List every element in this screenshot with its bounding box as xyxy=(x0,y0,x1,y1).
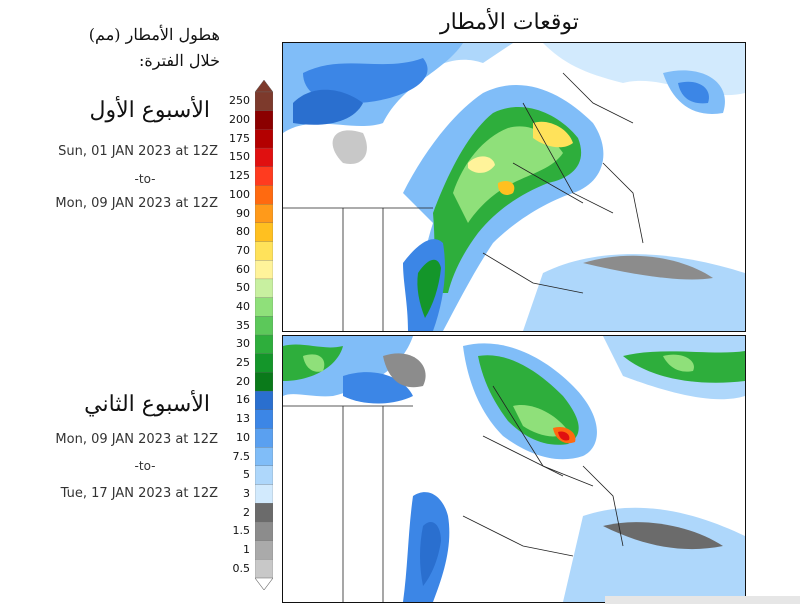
colorbar-tick-label: 60 xyxy=(236,262,250,276)
bottom-strip xyxy=(605,596,800,604)
colorbar-swatch xyxy=(255,390,273,411)
colorbar-bottom-arrow xyxy=(255,577,273,590)
colorbar-tick-label: 1.5 xyxy=(232,524,251,538)
colorbar-swatch xyxy=(255,465,273,485)
week1-start-date: Sun, 01 JAN 2023 at 12Z xyxy=(58,144,218,159)
colorbar-swatch xyxy=(255,185,273,205)
colorbar-swatch xyxy=(255,147,273,168)
colorbar-swatch xyxy=(255,204,273,224)
colorbar-swatch xyxy=(255,297,273,317)
colorbar-swatch xyxy=(255,166,273,186)
week2-start-date: Mon, 09 JAN 2023 at 12Z xyxy=(55,432,218,447)
legend-heading-line2: خلال الفترة: xyxy=(139,51,220,70)
colorbar-tick-label: 250 xyxy=(229,94,250,108)
colorbar-tick-label: 50 xyxy=(236,281,250,295)
colorbar-tick-label: 16 xyxy=(236,393,250,407)
colorbar-swatch xyxy=(255,540,273,560)
colorbar-swatch xyxy=(255,241,273,261)
colorbar-swatch xyxy=(255,278,273,299)
colorbar-swatch xyxy=(255,91,273,112)
colorbar-tick-label: 3 xyxy=(243,486,250,500)
precip-colorbar xyxy=(255,80,273,590)
colorbar-tick-label: 30 xyxy=(236,337,250,351)
colorbar-swatch xyxy=(255,503,273,523)
map-week2-graphic xyxy=(283,336,745,602)
colorbar-swatch xyxy=(255,129,273,149)
colorbar-tick-label: 125 xyxy=(229,169,250,183)
colorbar-swatch xyxy=(255,110,273,130)
colorbar-tick-label: 80 xyxy=(236,225,250,239)
colorbar-tick-label: 25 xyxy=(236,356,250,370)
colorbar-swatch xyxy=(255,316,273,336)
legend-heading-line1: هطول الأمطار (مم) xyxy=(88,25,220,44)
week2-end-date: Tue, 17 JAN 2023 at 12Z xyxy=(60,486,218,501)
week1-end-date: Mon, 09 JAN 2023 at 12Z xyxy=(55,196,218,211)
colorbar-swatch xyxy=(255,559,273,579)
colorbar-swatch xyxy=(255,409,273,429)
colorbar-tick-label: 35 xyxy=(236,318,250,332)
colorbar-swatch xyxy=(255,484,273,504)
colorbar-tick-label: 10 xyxy=(236,430,250,444)
map-week1 xyxy=(282,42,746,332)
colorbar-swatch xyxy=(255,428,273,448)
colorbar-tick-label: 150 xyxy=(229,150,250,164)
colorbar-tick-label: 40 xyxy=(236,299,250,313)
colorbar-tick-label: 2 xyxy=(243,505,250,519)
colorbar-tick-label: 70 xyxy=(236,243,250,257)
week1-title: الأسبوع الأول xyxy=(89,98,210,123)
colorbar-tick-label: 200 xyxy=(229,113,250,127)
colorbar-tick-label: 7.5 xyxy=(232,449,251,463)
page-title: توقعات الأمطار xyxy=(440,10,579,35)
colorbar-swatch xyxy=(255,447,273,467)
week1-to-label: -to- xyxy=(134,172,156,186)
colorbar-tick-label: 5 xyxy=(243,468,250,482)
colorbar-tick-label: 90 xyxy=(236,206,250,220)
colorbar-swatch xyxy=(255,222,273,242)
colorbar-swatch xyxy=(255,353,273,373)
colorbar-tick-label: 13 xyxy=(236,412,250,426)
colorbar-tick-label: 20 xyxy=(236,374,250,388)
week2-title: الأسبوع الثاني xyxy=(84,392,210,417)
colorbar-swatch xyxy=(255,372,273,392)
map-week2 xyxy=(282,335,746,603)
map-week1-graphic xyxy=(283,43,745,331)
colorbar-tick-label: 175 xyxy=(229,131,250,145)
colorbar-swatch xyxy=(255,521,273,542)
colorbar-tick-label: 100 xyxy=(229,187,250,201)
colorbar-tick-label: 1 xyxy=(243,542,250,556)
week2-to-label: -to- xyxy=(134,459,156,473)
colorbar-swatch xyxy=(255,260,273,280)
colorbar-top-arrow xyxy=(255,80,273,93)
legend-heading: هطول الأمطار (مم) خلال الفترة: xyxy=(20,22,220,74)
colorbar-tick-label: 0.5 xyxy=(232,561,251,575)
colorbar-swatch xyxy=(255,334,273,355)
